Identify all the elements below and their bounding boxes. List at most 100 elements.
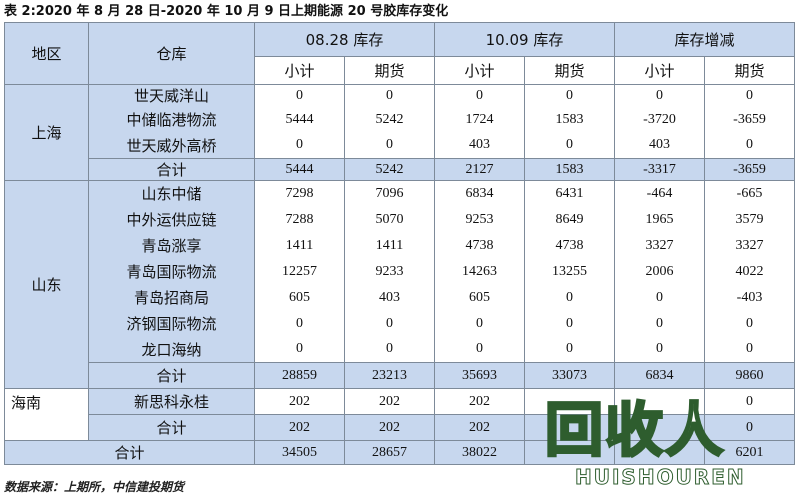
value-cell: 33073 bbox=[524, 362, 615, 389]
value-cell: 6834 bbox=[614, 362, 705, 389]
value-cell bbox=[524, 414, 615, 441]
value-cell: 0 bbox=[614, 310, 705, 337]
table-row: 山东 山东中储 7298 7096 6834 6431 -464 -665 bbox=[4, 180, 796, 389]
value-cell: 0 bbox=[344, 336, 435, 363]
value-cell: 5070 bbox=[344, 206, 435, 233]
subtotal-row: 合计 5444 5242 2127 1583 -3317 -3659 bbox=[5, 158, 796, 181]
table-row: 龙口海纳 0 0 0 0 0 0 bbox=[5, 336, 796, 363]
warehouse-name: 青岛招商局 bbox=[88, 284, 255, 311]
warehouse-name: 山东中储 bbox=[88, 180, 255, 207]
warehouse-name: 龙口海纳 bbox=[88, 336, 255, 363]
subheader-futures: 期货 bbox=[703, 56, 796, 85]
value-cell: 13255 bbox=[524, 258, 615, 285]
value-cell: 14263 bbox=[434, 258, 525, 285]
value-cell: 605 bbox=[254, 284, 345, 311]
table-row: 青岛招商局 605 403 605 0 0 -403 bbox=[5, 284, 796, 311]
value-cell bbox=[614, 440, 705, 465]
value-cell: 12257 bbox=[254, 258, 345, 285]
value-cell: 7288 bbox=[254, 206, 345, 233]
inventory-table: 地区 仓库 08.28 库存 10.09 库存 库存增减 小计 期货 小计 期货… bbox=[4, 22, 796, 465]
value-cell bbox=[524, 388, 615, 415]
value-cell bbox=[524, 440, 615, 465]
value-cell: 1965 bbox=[614, 206, 705, 233]
value-cell: 202 bbox=[254, 388, 345, 415]
value-cell: 403 bbox=[434, 132, 525, 159]
value-cell: 7096 bbox=[344, 180, 435, 207]
value-cell: 0 bbox=[614, 284, 705, 311]
watermark-main-text: 回收人 bbox=[543, 395, 726, 466]
value-cell: 3327 bbox=[703, 232, 796, 259]
value-cell: 0 bbox=[254, 336, 345, 363]
value-cell: 34505 bbox=[254, 440, 345, 465]
table-row: 海南 新思科永桂 202 202 202 0 bbox=[4, 388, 796, 441]
value-cell: 0 bbox=[344, 310, 435, 337]
value-cell: 0 bbox=[703, 132, 796, 159]
subheader-subtotal: 小计 bbox=[434, 56, 525, 85]
value-cell: 0 bbox=[524, 132, 615, 159]
value-cell: 0 bbox=[524, 336, 615, 363]
value-cell: 9860 bbox=[703, 362, 796, 389]
value-cell: 0 bbox=[434, 336, 525, 363]
subheader-subtotal: 小计 bbox=[254, 56, 345, 85]
value-cell: 0 bbox=[254, 310, 345, 337]
value-cell: 202 bbox=[254, 414, 345, 441]
value-cell: 2006 bbox=[614, 258, 705, 285]
warehouse-name: 新思科永桂 bbox=[88, 388, 255, 415]
table-row: 中外运供应链 7288 5070 9253 8649 1965 3579 bbox=[5, 206, 796, 233]
warehouse-name: 青岛涨享 bbox=[88, 232, 255, 259]
value-cell: 0 bbox=[703, 414, 796, 441]
region-shandong: 山东 bbox=[4, 180, 89, 389]
value-cell: 23213 bbox=[344, 362, 435, 389]
table-row: 中储临港物流 5444 5242 1724 1583 -3720 -3659 bbox=[5, 106, 796, 133]
value-cell: 0 bbox=[524, 310, 615, 337]
warehouse-name: 青岛国际物流 bbox=[88, 258, 255, 285]
table-row: 青岛国际物流 12257 9233 14263 13255 2006 4022 bbox=[5, 258, 796, 285]
value-cell: 0 bbox=[703, 336, 796, 363]
value-cell: 35693 bbox=[434, 362, 525, 389]
value-cell: -403 bbox=[703, 284, 796, 311]
value-cell: 0 bbox=[344, 84, 435, 107]
value-cell: 202 bbox=[434, 388, 525, 415]
subheader-futures: 期货 bbox=[524, 56, 615, 85]
value-cell: 5444 bbox=[254, 158, 345, 181]
value-cell: 1411 bbox=[254, 232, 345, 259]
region-shanghai: 上海 bbox=[4, 84, 89, 181]
value-cell: 3327 bbox=[614, 232, 705, 259]
table-title: 表 2:2020 年 8 月 28 日-2020 年 10 月 9 日上期能源 … bbox=[4, 4, 449, 19]
value-cell: 403 bbox=[614, 132, 705, 159]
value-cell: 0 bbox=[434, 310, 525, 337]
value-cell: 38022 bbox=[434, 440, 525, 465]
total-label: 合计 bbox=[88, 414, 255, 441]
watermark-sub-text: HUISHOUREN bbox=[575, 465, 746, 490]
value-cell: -3659 bbox=[703, 158, 796, 181]
warehouse-name: 世天威洋山 bbox=[88, 84, 255, 107]
value-cell: -3317 bbox=[614, 158, 705, 181]
value-cell: 28859 bbox=[254, 362, 345, 389]
value-cell: 9233 bbox=[344, 258, 435, 285]
subtotal-row: 合计 28859 23213 35693 33073 6834 9860 bbox=[5, 362, 796, 389]
header-warehouse: 仓库 bbox=[88, 22, 255, 85]
table-row: 济钢国际物流 0 0 0 0 0 0 bbox=[5, 310, 796, 337]
table-row: 青岛涨享 1411 1411 4738 4738 3327 3327 bbox=[5, 232, 796, 259]
subheader-subtotal: 小计 bbox=[614, 56, 705, 85]
value-cell: 202 bbox=[344, 414, 435, 441]
region-hainan: 海南 bbox=[4, 388, 89, 441]
value-cell bbox=[614, 414, 705, 441]
value-cell: 1583 bbox=[524, 158, 615, 181]
value-cell: 9253 bbox=[434, 206, 525, 233]
total-label: 合计 bbox=[88, 362, 255, 389]
value-cell: 4738 bbox=[434, 232, 525, 259]
header-1009-inventory: 10.09 库存 bbox=[434, 22, 615, 57]
value-cell: 4022 bbox=[703, 258, 796, 285]
warehouse-name: 世天威外高桥 bbox=[88, 132, 255, 159]
data-source-note: 数据来源：上期所，中信建投期货 bbox=[4, 480, 185, 494]
subheader-futures: 期货 bbox=[344, 56, 435, 85]
value-cell: 0 bbox=[524, 284, 615, 311]
value-cell: -665 bbox=[703, 180, 796, 207]
value-cell: 5444 bbox=[254, 106, 345, 133]
grand-total-label: 合计 bbox=[4, 440, 255, 465]
value-cell: 5242 bbox=[344, 106, 435, 133]
value-cell: 6834 bbox=[434, 180, 525, 207]
header-inventory-change: 库存增减 bbox=[613, 22, 796, 57]
value-cell: 605 bbox=[434, 284, 525, 311]
